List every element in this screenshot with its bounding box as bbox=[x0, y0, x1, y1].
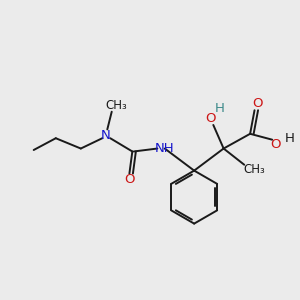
Text: NH: NH bbox=[155, 142, 175, 155]
Text: N: N bbox=[101, 129, 111, 142]
Text: H: H bbox=[214, 102, 224, 115]
Text: O: O bbox=[124, 173, 135, 186]
Text: O: O bbox=[205, 112, 216, 125]
Text: O: O bbox=[252, 97, 263, 110]
Text: H: H bbox=[285, 132, 295, 145]
Text: O: O bbox=[270, 138, 280, 151]
Text: CH₃: CH₃ bbox=[244, 163, 266, 176]
Text: CH₃: CH₃ bbox=[105, 99, 127, 112]
